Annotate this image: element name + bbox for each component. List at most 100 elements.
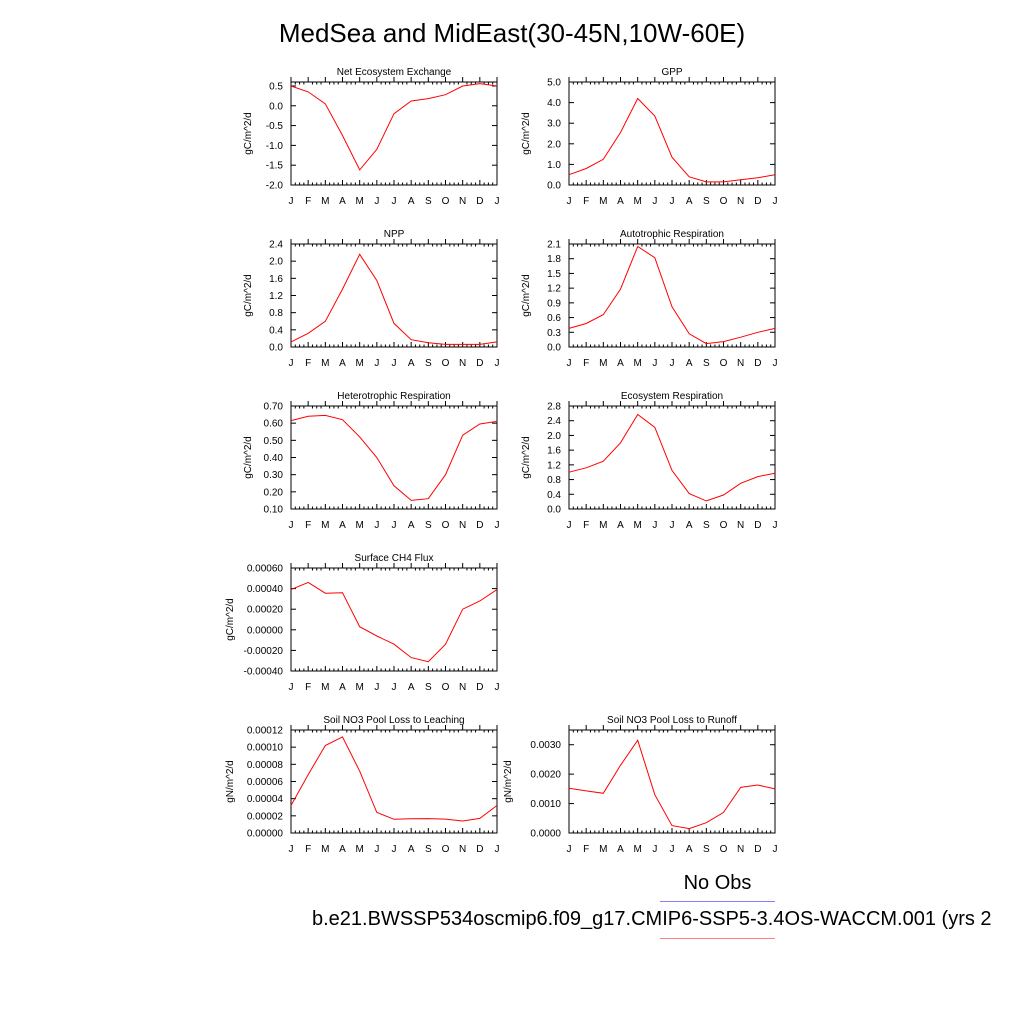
- x-tick-label: M: [355, 196, 363, 207]
- series-line: [568, 739, 776, 830]
- y-tick-label: 1.2: [269, 291, 283, 302]
- x-tick-label: J: [374, 844, 379, 855]
- x-tick-label: D: [754, 844, 761, 855]
- x-tick-label: J: [392, 520, 397, 531]
- x-tick-label: D: [476, 682, 483, 693]
- y-tick-label: 0.9: [547, 298, 561, 309]
- x-tick-label: S: [425, 520, 432, 531]
- y-tick-label: 0.4: [269, 325, 283, 336]
- x-tick-label: J: [567, 196, 572, 207]
- x-tick-label: S: [425, 358, 432, 369]
- x-tick-label: N: [737, 844, 744, 855]
- x-tick-label: S: [425, 682, 432, 693]
- y-tick-label: 0.00006: [247, 777, 284, 788]
- x-tick-label: J: [289, 844, 294, 855]
- x-tick-label: M: [633, 196, 641, 207]
- y-tick-label: 1.5: [547, 269, 561, 280]
- series-line: [568, 97, 776, 183]
- x-tick-label: A: [617, 196, 624, 207]
- y-tick-label: 0.00008: [247, 760, 284, 771]
- y-tick-label: 1.2: [547, 284, 561, 295]
- x-tick-label: F: [583, 844, 589, 855]
- x-tick-label: J: [670, 196, 675, 207]
- y-tick-label: 0.30: [264, 470, 284, 481]
- x-tick-label: M: [599, 196, 607, 207]
- x-tick-label: M: [355, 844, 363, 855]
- x-tick-label: S: [703, 196, 710, 207]
- series-line: [290, 581, 498, 663]
- legend-obs-label: No Obs: [683, 872, 752, 894]
- x-tick-label: N: [459, 196, 466, 207]
- x-tick-label: O: [720, 844, 728, 855]
- x-tick-label: S: [425, 844, 432, 855]
- chart-title: Heterotrophic Respiration: [337, 391, 450, 402]
- x-tick-label: J: [374, 358, 379, 369]
- x-tick-label: J: [652, 520, 657, 531]
- y-tick-label: 1.2: [547, 460, 561, 471]
- x-tick-label: D: [476, 520, 483, 531]
- y-tick-label: 0.40: [264, 453, 284, 464]
- x-tick-label: J: [670, 520, 675, 531]
- x-tick-label: N: [459, 844, 466, 855]
- y-tick-label: -2.0: [266, 181, 284, 192]
- x-tick-label: S: [703, 520, 710, 531]
- x-tick-label: A: [686, 358, 693, 369]
- y-tick-label: 2.0: [269, 257, 283, 268]
- y-tick-label: 0.10: [264, 505, 284, 516]
- y-axis-label: gN/m^2/d: [503, 760, 514, 803]
- x-tick-label: D: [754, 358, 761, 369]
- y-tick-label: 0.0: [547, 343, 561, 354]
- x-tick-label: F: [583, 196, 589, 207]
- y-tick-label: -1.5: [266, 161, 284, 172]
- y-tick-label: 0.0: [269, 101, 283, 112]
- series-line: [290, 83, 498, 171]
- x-tick-label: J: [289, 520, 294, 531]
- y-axis-label: gN/m^2/d: [225, 760, 236, 803]
- x-tick-label: M: [355, 520, 363, 531]
- plot-frame: [290, 81, 498, 186]
- y-tick-label: 2.0: [547, 431, 561, 442]
- chart-title: Soil NO3 Pool Loss to Runoff: [607, 715, 737, 726]
- x-tick-label: J: [392, 196, 397, 207]
- x-tick-label: J: [289, 196, 294, 207]
- x-tick-label: D: [754, 520, 761, 531]
- x-tick-label: D: [476, 196, 483, 207]
- legend-line-model: [660, 938, 775, 939]
- y-tick-label: 4.0: [547, 98, 561, 109]
- x-tick-label: J: [374, 196, 379, 207]
- y-tick-label: 1.0: [547, 160, 561, 171]
- y-axis-label: gC/m^2/d: [521, 112, 532, 155]
- y-tick-label: 0.50: [264, 436, 284, 447]
- y-tick-label: 0.3: [547, 328, 561, 339]
- x-tick-label: M: [599, 520, 607, 531]
- x-tick-label: M: [633, 520, 641, 531]
- y-axis-label: gC/m^2/d: [521, 436, 532, 479]
- x-tick-label: A: [686, 520, 693, 531]
- chart-title: GPP: [661, 67, 682, 78]
- y-tick-label: 0.00000: [247, 829, 284, 840]
- y-tick-label: 0.0010: [530, 799, 561, 810]
- x-tick-label: J: [773, 196, 778, 207]
- x-tick-label: J: [670, 844, 675, 855]
- series-line: [568, 413, 776, 502]
- y-tick-label: 0.0030: [530, 740, 561, 751]
- x-tick-label: F: [305, 358, 311, 369]
- y-tick-label: 0.0020: [530, 770, 561, 781]
- x-tick-label: J: [289, 682, 294, 693]
- x-tick-label: M: [633, 358, 641, 369]
- plot-frame: [290, 567, 498, 672]
- x-tick-label: J: [567, 844, 572, 855]
- x-tick-label: S: [703, 358, 710, 369]
- y-axis-label: gC/m^2/d: [243, 112, 254, 155]
- x-tick-label: N: [737, 358, 744, 369]
- x-tick-label: J: [289, 358, 294, 369]
- y-tick-label: 0.4: [547, 490, 561, 501]
- x-tick-label: A: [408, 682, 415, 693]
- x-tick-label: A: [617, 358, 624, 369]
- y-tick-label: 0.00010: [247, 743, 284, 754]
- x-tick-label: M: [321, 196, 329, 207]
- x-tick-label: M: [321, 844, 329, 855]
- chart-title: Surface CH4 Flux: [355, 553, 434, 564]
